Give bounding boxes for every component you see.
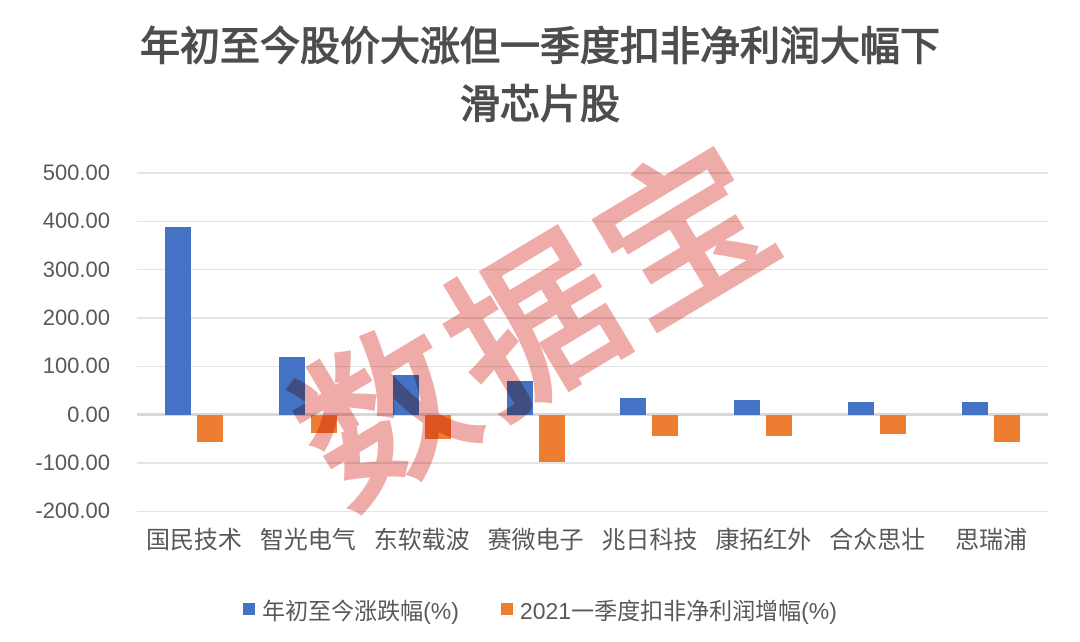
bar-series2-cat2 [310,414,337,434]
legend-label: 2021一季度扣非净利润增幅(%) [519,598,837,624]
bar-series2-cat8 [994,414,1021,443]
y-gridline [137,510,1048,513]
bar-series1-cat4 [506,380,533,415]
y-gridline [137,365,1048,368]
legend-label: 年初至今涨跌幅(%) [262,598,459,624]
y-axis-tick-label: 300.00 [42,256,110,282]
bar-series2-cat5 [652,414,679,437]
bar-series2-cat7 [880,414,907,435]
bar-series2-cat4 [538,414,565,462]
legend-item-series2: 2021一季度扣非净利润增幅(%) [500,592,837,626]
x-axis-line [137,413,1048,417]
bar-series2-cat3 [424,414,451,439]
bar-series1-cat6 [734,399,761,415]
x-axis-category-label: 思瑞浦 [955,527,1028,554]
y-axis-tick-label: 400.00 [42,208,110,234]
y-axis-tick-label: -100.00 [35,450,110,476]
y-axis-tick-label: -200.00 [35,498,110,524]
x-axis-category-label: 东软载波 [373,527,470,554]
bar-series1-cat7 [848,401,875,415]
legend-swatch-icon [243,603,256,615]
x-axis-category-label: 合众思壮 [829,527,926,554]
bar-series1-cat2 [278,357,305,415]
bar-series1-cat5 [620,397,647,415]
bar-series1-cat1 [164,227,191,415]
y-axis-tick-label: 0.00 [67,401,110,427]
y-gridline [137,462,1048,464]
chart-title-line2: 滑芯片股 [460,83,620,127]
x-axis-category-label: 赛微电子 [487,527,584,554]
bar-series2-cat1 [196,414,223,443]
y-axis-tick-label: 100.00 [42,353,110,379]
x-axis-category-label: 智光电气 [259,527,356,554]
x-axis-category-label: 国民技术 [145,527,242,554]
legend-item-series1: 年初至今涨跌幅(%) [243,592,459,626]
y-axis-tick-label: 500.00 [42,160,110,186]
y-axis-tick-label: 200.00 [42,305,110,331]
y-gridline [137,172,1048,174]
bar-series2-cat6 [766,414,793,436]
chart-title: 年初至今股价大涨但一季度扣非净利润大幅下 滑芯片股 [0,18,1080,134]
bar-series1-cat3 [392,374,419,415]
y-gridline [137,317,1048,319]
x-axis-category-label: 康拓红外 [715,527,812,554]
x-axis-category-label: 兆日科技 [601,527,698,554]
chart-title-line1: 年初至今股价大涨但一季度扣非净利润大幅下 [140,25,940,69]
legend-swatch-icon [500,603,513,615]
chart-legend: 年初至今涨跌幅(%) 2021一季度扣非净利润增幅(%) [0,592,1080,626]
bar-series1-cat8 [962,402,989,415]
y-gridline [137,220,1048,223]
y-gridline [137,268,1048,271]
